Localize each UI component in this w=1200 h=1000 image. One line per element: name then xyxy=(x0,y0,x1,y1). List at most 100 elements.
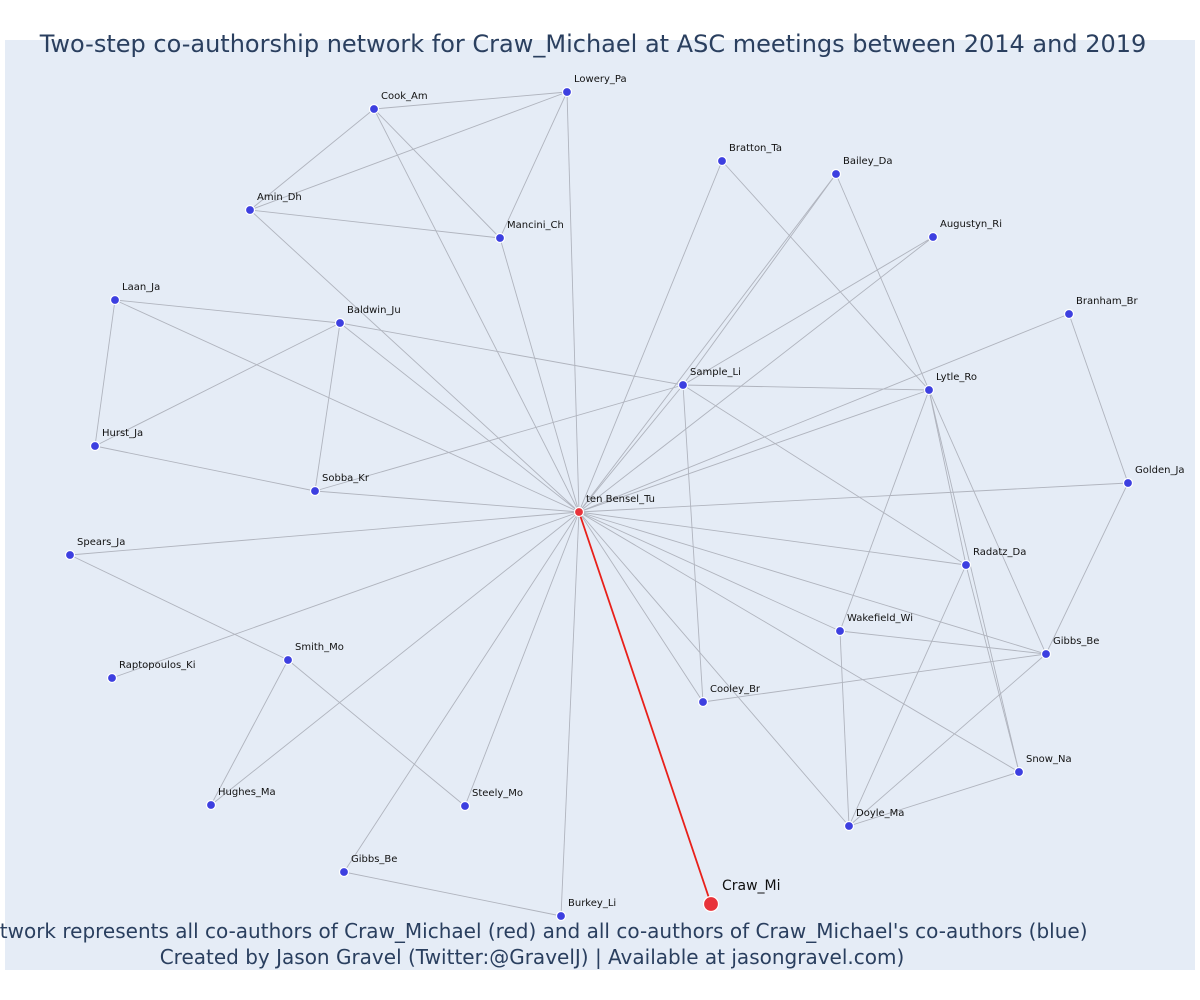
edge-ten_Bensel_Tu-Raptopoulos_Ki xyxy=(111,511,580,679)
node-Baldwin_Ju[interactable]: Baldwin_Ju xyxy=(334,305,401,329)
node-Cook_Am[interactable]: Cook_Am xyxy=(368,91,428,115)
node-marker-Augustyn_Ri[interactable] xyxy=(927,231,939,243)
edge-Branham_Br-Golden_Ja xyxy=(1068,313,1129,484)
edge-ten_Bensel_Tu-Bailey_Da xyxy=(578,173,837,513)
node-Cooley_Br[interactable]: Cooley_Br xyxy=(697,684,761,708)
edge-Smith_Mo-Steely_Mo xyxy=(287,659,466,807)
edge-Doyle_Ma-Snow_Na xyxy=(848,771,1020,827)
nodes-layer: Lowery_Pa Cook_Am Bratton_Ta Bailey_Da Amin_… xyxy=(64,74,1185,922)
node-Amin_Dh[interactable]: Amin_Dh xyxy=(244,192,302,216)
node-marker-Wakefield_Wi[interactable] xyxy=(834,625,846,637)
node-Hurst_Ja[interactable]: Hurst_Ja xyxy=(89,428,144,452)
node-Raptopoulos_Ki[interactable]: Raptopoulos_Ki xyxy=(106,660,196,684)
node-marker-Smith_Mo[interactable] xyxy=(282,654,294,666)
edge-ten_Bensel_Tu-Steely_Mo xyxy=(464,511,580,807)
node-marker-Hurst_Ja[interactable] xyxy=(89,440,101,452)
edge-ten_Bensel_Tu-Spears_Ja xyxy=(69,511,580,556)
node-label-Augustyn_Ri: Augustyn_Ri xyxy=(940,219,1002,230)
node-label-Bailey_Da: Bailey_Da xyxy=(843,156,892,167)
chart-title: Two-step co-authorship network for Craw_… xyxy=(39,30,1147,58)
node-Radatz_Da[interactable]: Radatz_Da xyxy=(960,547,1027,571)
node-marker-Raptopoulos_Ki[interactable] xyxy=(106,672,118,684)
node-Sobba_Kr[interactable]: Sobba_Kr xyxy=(309,473,370,497)
node-marker-ten_Bensel_Tu[interactable] xyxy=(573,506,585,518)
node-Laan_Ja[interactable]: Laan_Ja xyxy=(109,282,161,306)
node-marker-Cook_Am[interactable] xyxy=(368,103,380,115)
node-label-Spears_Ja: Spears_Ja xyxy=(77,537,125,548)
edge-Sample_Li-Bailey_Da xyxy=(682,173,837,386)
node-label-Cook_Am: Cook_Am xyxy=(381,91,428,102)
node-Bratton_Ta[interactable]: Bratton_Ta xyxy=(716,143,782,167)
node-marker-Gibbs_Be_r[interactable] xyxy=(1040,648,1052,660)
node-marker-Gibbs_Be_l[interactable] xyxy=(338,866,350,878)
node-Sample_Li[interactable]: Sample_Li xyxy=(677,367,741,391)
node-Gibbs_Be_r[interactable]: Gibbs_Be xyxy=(1040,636,1100,660)
edge-Sample_Li-Radatz_Da xyxy=(682,384,967,566)
node-Mancini_Ch[interactable]: Mancini_Ch xyxy=(494,220,564,244)
edge-Radatz_Da-Doyle_Ma xyxy=(848,564,967,827)
node-marker-Sobba_Kr[interactable] xyxy=(309,485,321,497)
node-Doyle_Ma[interactable]: Doyle_Ma xyxy=(843,808,905,832)
node-Gibbs_Be_l[interactable]: Gibbs_Be xyxy=(338,854,398,878)
node-marker-Craw_Mi[interactable] xyxy=(702,895,720,913)
node-marker-Lytle_Ro[interactable] xyxy=(923,384,935,396)
edge-Wakefield_Wi-Doyle_Ma xyxy=(839,630,850,827)
node-marker-Lowery_Pa[interactable] xyxy=(561,86,573,98)
node-marker-Steely_Mo[interactable] xyxy=(459,800,471,812)
node-Wakefield_Wi[interactable]: Wakefield_Wi xyxy=(834,613,914,637)
node-marker-Cooley_Br[interactable] xyxy=(697,696,709,708)
node-Hughes_Ma[interactable]: Hughes_Ma xyxy=(205,787,276,811)
edge-Baldwin_Ju-Sobba_Kr xyxy=(314,322,341,492)
edge-ten_Bensel_Tu-Lytle_Ro xyxy=(578,389,930,513)
node-Spears_Ja[interactable]: Spears_Ja xyxy=(64,537,126,561)
node-Craw_Mi[interactable]: Craw_Mi xyxy=(702,878,781,913)
node-marker-Bailey_Da[interactable] xyxy=(830,168,842,180)
node-marker-Doyle_Ma[interactable] xyxy=(843,820,855,832)
edge-Sample_Li-Augustyn_Ri xyxy=(682,236,934,386)
edge-ten_Bensel_Tu-Branham_Br xyxy=(578,313,1070,513)
node-marker-Sample_Li[interactable] xyxy=(677,379,689,391)
node-Golden_Ja[interactable]: Golden_Ja xyxy=(1122,465,1185,489)
node-marker-Branham_Br[interactable] xyxy=(1063,308,1075,320)
edge-ten_Bensel_Tu-Gibbs_Be_r xyxy=(578,511,1047,655)
node-Lytle_Ro[interactable]: Lytle_Ro xyxy=(923,372,978,396)
node-label-Doyle_Ma: Doyle_Ma xyxy=(856,808,904,819)
node-Smith_Mo[interactable]: Smith_Mo xyxy=(282,642,344,666)
node-marker-Baldwin_Ju[interactable] xyxy=(334,317,346,329)
edge-ten_Bensel_Tu-Bratton_Ta xyxy=(578,160,723,513)
node-marker-Mancini_Ch[interactable] xyxy=(494,232,506,244)
node-label-Sample_Li: Sample_Li xyxy=(690,367,741,378)
node-label-Gibbs_Be_r: Gibbs_Be xyxy=(1053,636,1099,647)
edge-Lowery_Pa-Amin_Dh xyxy=(249,91,568,211)
edge-Lytle_Ro-Wakefield_Wi xyxy=(839,389,930,632)
edge-Baldwin_Ju-Hurst_Ja xyxy=(94,322,341,447)
node-marker-Burkey_Li[interactable] xyxy=(555,910,567,922)
node-marker-Radatz_Da[interactable] xyxy=(960,559,972,571)
node-Lowery_Pa[interactable]: Lowery_Pa xyxy=(561,74,627,98)
node-ten_Bensel_Tu[interactable]: ten Bensel_Tu xyxy=(573,494,656,518)
node-marker-Laan_Ja[interactable] xyxy=(109,294,121,306)
node-label-Smith_Mo: Smith_Mo xyxy=(295,642,344,653)
node-marker-Amin_Dh[interactable] xyxy=(244,204,256,216)
node-marker-Hughes_Ma[interactable] xyxy=(205,799,217,811)
node-Augustyn_Ri[interactable]: Augustyn_Ri xyxy=(927,219,1002,243)
edge-ten_Bensel_Tu-Mancini_Ch xyxy=(499,237,580,513)
node-Snow_Na[interactable]: Snow_Na xyxy=(1013,754,1072,778)
edge-Sample_Li-Cooley_Br xyxy=(682,384,704,703)
edge-Cook_Am-Lowery_Pa xyxy=(373,91,568,110)
node-label-Baldwin_Ju: Baldwin_Ju xyxy=(347,305,401,316)
node-marker-Spears_Ja[interactable] xyxy=(64,549,76,561)
edge-Gibbs_Be_l-Burkey_Li xyxy=(343,871,562,917)
node-Branham_Br[interactable]: Branham_Br xyxy=(1063,296,1139,320)
edge-ten_Bensel_Tu-Sobba_Kr xyxy=(314,490,580,513)
edge-Amin_Dh-Mancini_Ch xyxy=(249,209,501,239)
edge-Lytle_Ro-Snow_Na xyxy=(928,389,1020,773)
node-Bailey_Da[interactable]: Bailey_Da xyxy=(830,156,893,180)
edge-Bratton_Ta-Lytle_Ro xyxy=(721,160,930,391)
node-marker-Golden_Ja[interactable] xyxy=(1122,477,1134,489)
node-marker-Snow_Na[interactable] xyxy=(1013,766,1025,778)
node-Steely_Mo[interactable]: Steely_Mo xyxy=(459,788,524,812)
edge-ten_Bensel_Tu-Golden_Ja xyxy=(578,482,1129,513)
node-Burkey_Li[interactable]: Burkey_Li xyxy=(555,898,617,922)
node-marker-Bratton_Ta[interactable] xyxy=(716,155,728,167)
